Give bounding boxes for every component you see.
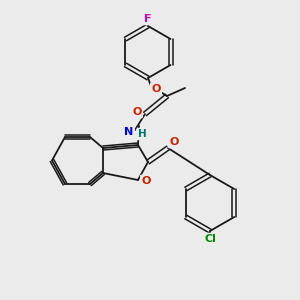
Text: O: O [151, 84, 161, 94]
Text: O: O [141, 176, 151, 186]
Text: O: O [169, 137, 179, 147]
Text: Cl: Cl [204, 234, 216, 244]
Text: H: H [138, 129, 146, 139]
Text: N: N [124, 127, 134, 137]
Text: F: F [144, 14, 152, 24]
Text: O: O [132, 107, 142, 117]
